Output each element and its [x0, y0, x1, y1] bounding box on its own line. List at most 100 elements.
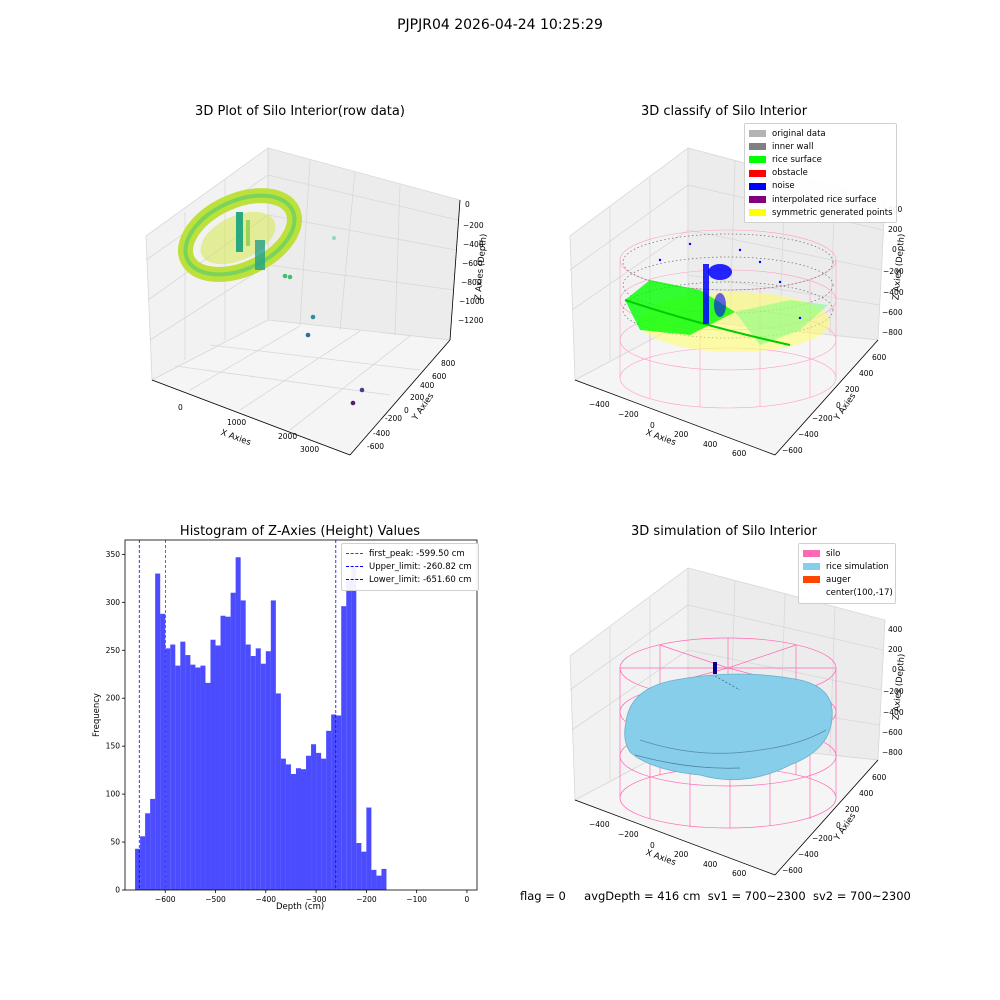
histogram-ytick-label: 0: [115, 886, 120, 895]
histogram-vlines: [138, 540, 337, 890]
histogram-bar: [205, 682, 211, 890]
raw-ytick-6: 600: [432, 372, 447, 381]
histogram-bar: [135, 848, 141, 890]
raw-ytick-0: -600: [367, 442, 385, 451]
histogram-bar: [351, 566, 357, 890]
raw-ztick-0: 0: [465, 200, 470, 209]
histogram-bar: [311, 744, 317, 890]
classify-ztick-5: −600: [882, 308, 903, 317]
simulation-xtick-4: 400: [703, 860, 718, 869]
legend-line: [346, 579, 363, 581]
classify-ztick-1: 200: [888, 225, 903, 234]
simulation-xlabel: X Axies: [644, 847, 678, 869]
classify-symmetric-points: [640, 292, 830, 352]
histogram-bar: [290, 773, 296, 890]
classify-ytick-5: 400: [859, 369, 874, 378]
histogram-ytick-label: 250: [106, 646, 121, 655]
histogram-bar: [240, 600, 246, 890]
classify-ztick-6: −800: [882, 328, 903, 337]
raw-xtick-3: 3000: [300, 445, 320, 454]
legend-swatch: [803, 563, 820, 571]
histogram-bar: [260, 663, 266, 890]
histogram-bar: [155, 573, 161, 890]
raw-xlabel: X Axies: [219, 427, 253, 449]
simulation-3d-axes: [574, 759, 879, 876]
histogram-bar: [381, 868, 387, 890]
legend-label: auger: [826, 574, 851, 585]
legend-swatch: [749, 209, 766, 217]
raw-xtick-2: 2000: [278, 432, 298, 441]
legend-label: inner wall: [772, 141, 814, 152]
legend-line: [346, 566, 363, 568]
legend-item: first_peak: -599.50 cm: [346, 547, 474, 560]
simulation-ztick-3: −200: [883, 687, 904, 696]
legend-label: obstacle: [772, 168, 808, 179]
histogram-bar: [331, 714, 337, 890]
raw-point-cloud: [178, 188, 365, 406]
raw-ztick-6: −1200: [458, 316, 484, 325]
legend-label: rice surface: [772, 154, 822, 165]
histogram-bar: [220, 615, 226, 890]
legend-item: obstacle: [749, 167, 892, 180]
histogram-frame: [124, 539, 478, 891]
raw-ytick-3: 0: [404, 406, 409, 415]
classify-inner-wall: [622, 233, 834, 339]
histogram-bar: [140, 836, 146, 890]
histogram-bar: [321, 758, 327, 890]
histogram-bar: [165, 648, 171, 890]
simulation-silo-wireframe: [619, 637, 837, 829]
simulation-ytick-4: 200: [845, 805, 860, 814]
histogram-bar: [341, 606, 347, 890]
raw-ztick-2: −400: [463, 240, 484, 249]
legend-swatch: [749, 169, 766, 177]
status-flag: flag = 0: [520, 889, 566, 903]
simulation-xtick-5: 600: [732, 869, 747, 878]
simulation-ztick-4: −400: [883, 708, 904, 717]
legend-item: silo: [803, 547, 891, 560]
legend-item: original data: [749, 127, 892, 140]
histogram-bar: [235, 557, 241, 890]
classify-3d-axes: [574, 339, 879, 456]
classify-legend: original data inner wall rice surface ob…: [744, 123, 897, 224]
raw-ztick-5: −1000: [459, 297, 485, 306]
histogram-bar: [366, 807, 372, 890]
legend-label: noise: [772, 181, 795, 192]
legend-label: original data: [772, 128, 826, 139]
simulation-ztick-1: 200: [888, 645, 903, 654]
classify-zlabel: Z Axies (Depth): [891, 233, 908, 301]
legend-label: rice simulation: [826, 561, 889, 572]
legend-item: interpolated rice surface: [749, 193, 892, 206]
histogram-bar: [275, 693, 281, 890]
classify-ztick-4: −400: [883, 288, 904, 297]
raw-ytick-1: -400: [373, 429, 391, 438]
raw-3d-panes: [145, 147, 461, 456]
legend-swatch: [749, 196, 766, 204]
simulation-rice-surface: [624, 673, 833, 781]
legend-label: Upper_limit: -260.82 cm: [369, 561, 472, 572]
classify-xtick-1: −200: [618, 410, 639, 419]
histogram-yticks: 0 50 100 150 200 250 300 350: [106, 550, 125, 895]
histogram-xlabel: Depth (cm): [276, 902, 325, 912]
simulation-ztick-2: 0: [892, 665, 897, 674]
histogram-bar: [190, 664, 196, 890]
simulation-ztick-0: 400: [888, 625, 903, 634]
histogram-ytick-label: 100: [106, 790, 121, 799]
histogram-xtick-label: −400: [255, 895, 276, 904]
classify-ytick-6: 600: [872, 353, 887, 362]
histogram-bar: [270, 600, 276, 890]
simulation-xtick-3: 200: [674, 850, 689, 859]
histogram-ytick-label: 350: [106, 550, 121, 559]
histogram-bar: [280, 758, 286, 890]
simulation-legend: silo rice simulation auger center(100,-1…: [798, 543, 896, 604]
raw-ytick-2: -200: [385, 414, 403, 423]
simulation-zlabel: Z Axies (Depth): [891, 653, 908, 721]
status-sv2: sv2 = 700~2300: [812, 889, 911, 903]
classify-xtick-0: −400: [589, 400, 610, 409]
legend-item: center(100,-17): [803, 587, 893, 600]
legend-item: Lower_limit: -651.60 cm: [346, 573, 474, 586]
simulation-ytick-0: −600: [782, 866, 803, 875]
classify-noise: [658, 242, 802, 324]
histogram-bar: [200, 665, 206, 890]
histogram-bars: [135, 557, 387, 890]
status-sv1: sv1 = 700~2300: [707, 889, 806, 903]
